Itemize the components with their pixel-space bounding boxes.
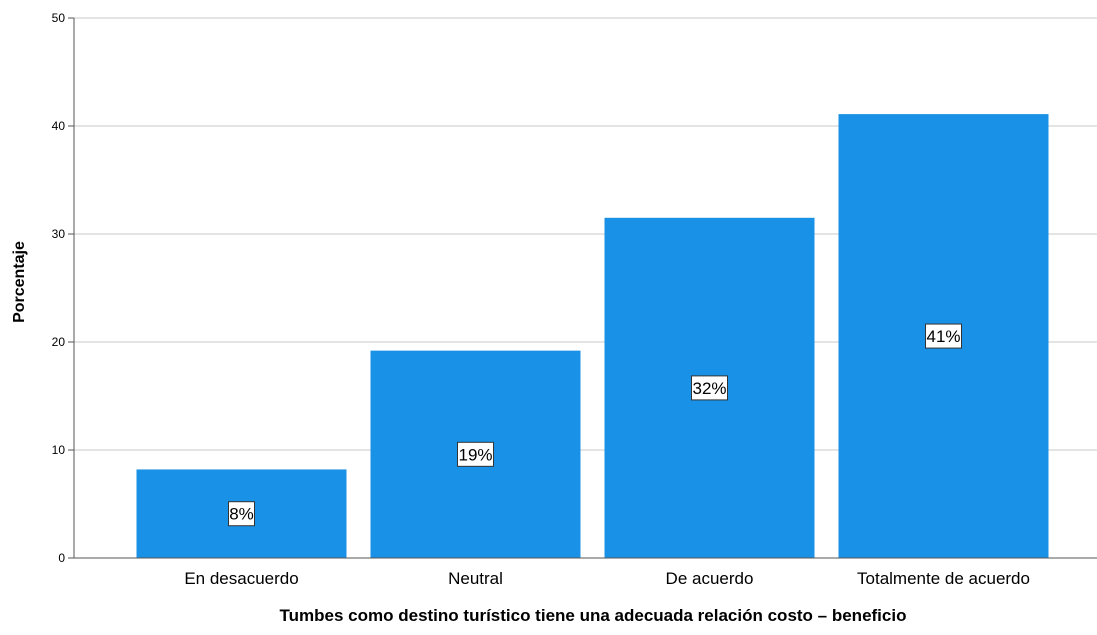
y-tick-label: 50 (52, 11, 66, 25)
x-tick-label: Neutral (448, 569, 503, 588)
data-label: 41% (926, 327, 960, 346)
y-tick-label: 40 (52, 119, 66, 133)
axes: 0 10 20 30 40 50 En desacuerdo Neutral De acuerd… (52, 11, 1097, 588)
x-axis-title: Tumbes como destino turístico tiene una … (280, 606, 907, 625)
data-labels: 8% 19% 32% 41% (228, 323, 962, 527)
data-label-box (925, 323, 962, 349)
x-tick-label: Totalmente de acuerdo (857, 569, 1030, 588)
y-tick-label: 20 (52, 335, 66, 349)
y-axis-title: Porcentaje (11, 241, 28, 323)
data-label-box (228, 501, 255, 527)
data-label-box (457, 441, 494, 467)
x-tick-label: En desacuerdo (184, 569, 298, 588)
y-tick-label: 30 (52, 227, 66, 241)
y-tick-label: 10 (52, 443, 66, 457)
data-label: 8% (229, 505, 254, 524)
data-label: 32% (692, 379, 726, 398)
x-tick-label: De acuerdo (666, 569, 754, 588)
y-tick-label: 0 (58, 551, 65, 565)
bars (136, 114, 1049, 559)
data-label: 19% (458, 445, 492, 464)
data-label-box (691, 375, 728, 401)
